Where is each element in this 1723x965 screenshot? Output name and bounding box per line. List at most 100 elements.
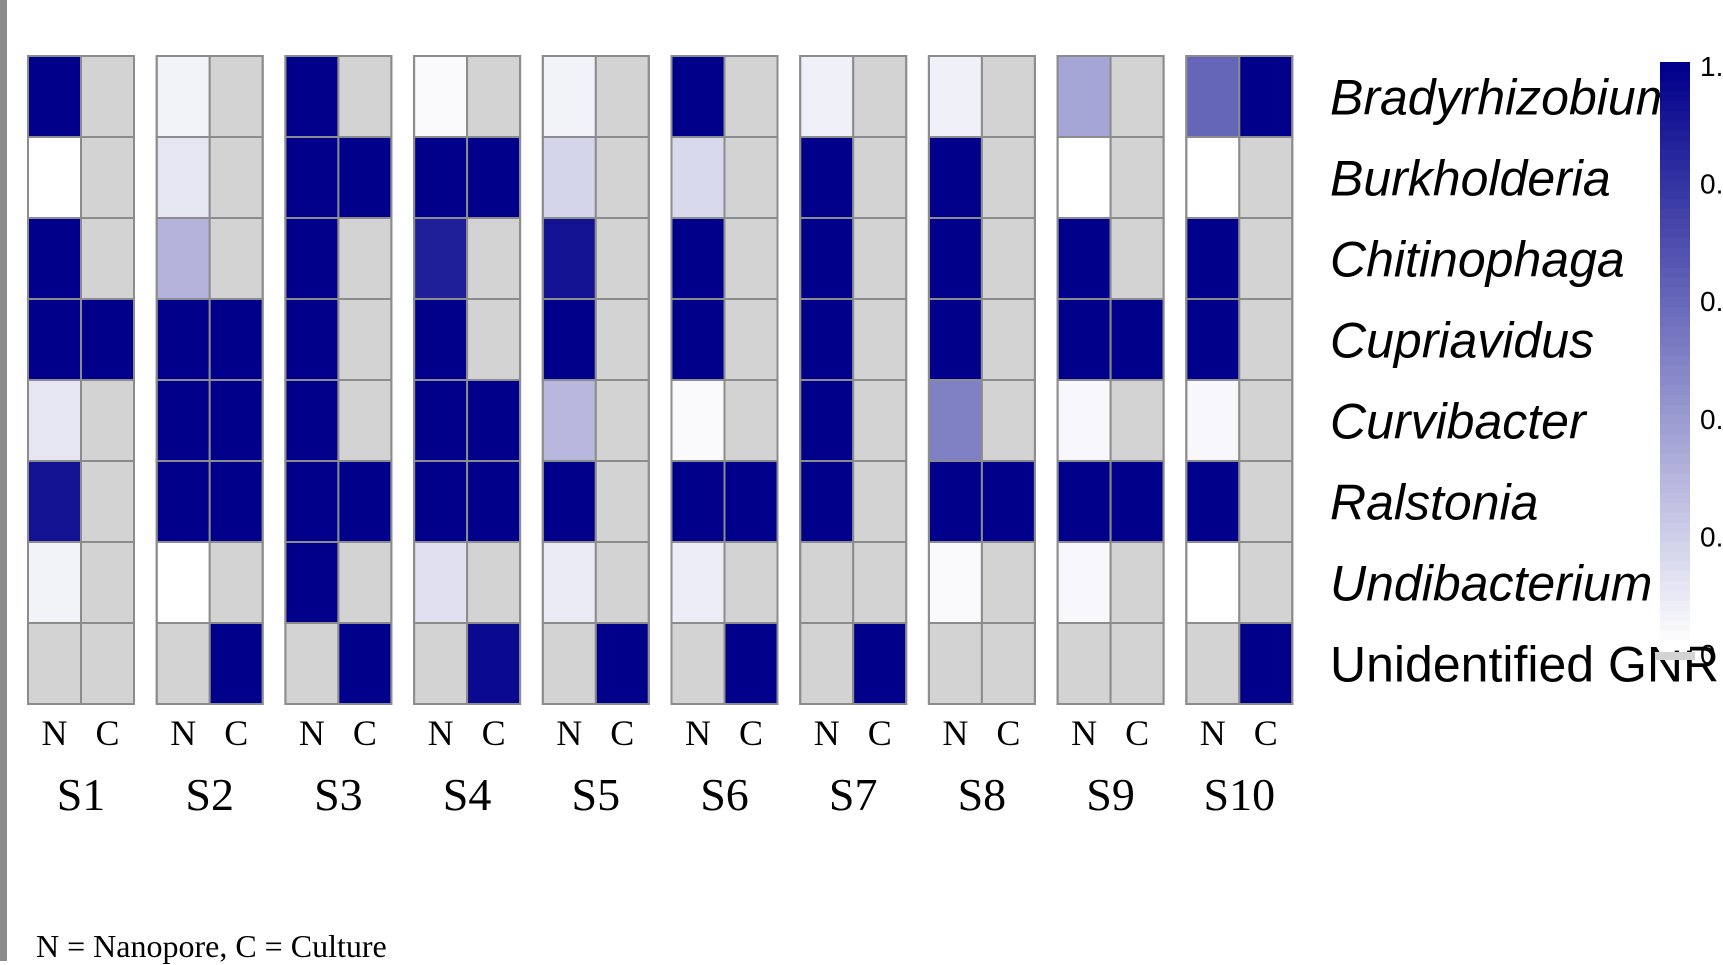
colorbar-segment (1660, 336, 1690, 347)
heatmap-cell-r5-s3-c (337, 379, 393, 462)
heatmap-cell-r6-s1-c (80, 460, 135, 543)
heatmap-cell-r2-s3-c (337, 136, 393, 219)
colorbar-segment (1660, 218, 1690, 230)
heatmap-cell-r4-s7-n (799, 298, 855, 381)
heatmap-cell-r8-s3-c (337, 622, 393, 705)
colorbar-segment (1660, 542, 1690, 553)
method-label-s5-c: C (610, 713, 634, 753)
heatmap-cell-r4-s10-n (1185, 298, 1241, 381)
heatmap-cell-r7-s5-n (541, 541, 597, 624)
sample-label-s4: S4 (443, 769, 492, 820)
heatmap-cell-r8-s7-c (852, 622, 908, 705)
heatmap-cell-r8-s2-c (208, 622, 264, 705)
colorbar-segment (1660, 512, 1690, 524)
heatmap-cell-r3-s4-n (413, 217, 469, 300)
heatmap-cell-r3-s7-n (799, 217, 855, 300)
colorbar-segment (1660, 610, 1690, 622)
sample-label-s10: S10 (1204, 769, 1276, 820)
heatmap-cell-r4-s5-n (541, 298, 597, 381)
heatmap-cell-r1-s4-n (413, 55, 469, 138)
heatmap-cell-r5-s9-n (1056, 379, 1112, 462)
genus-label-ralstonia: Ralstonia (1330, 475, 1538, 531)
heatmap-cell-r8-s9-c (1109, 622, 1165, 705)
method-label-s2-c: C (224, 713, 248, 753)
sample-label-s7: S7 (829, 769, 878, 820)
colorbar-segment (1660, 111, 1690, 122)
heatmap-cell-r6-s8-c (980, 460, 1036, 543)
heatmap-cell-r6-s3-c (337, 460, 393, 543)
heatmap-cell-r5-s8-n (927, 379, 983, 462)
heatmap-cell-r8-s3-n (284, 622, 340, 705)
sample-label-s3: S3 (314, 769, 363, 820)
heatmap-cell-r7-s4-n (413, 541, 469, 624)
colorbar-segment (1660, 493, 1690, 504)
colorbar-segment (1660, 463, 1690, 475)
heatmap-cell-r4-s6-n (670, 298, 726, 381)
colorbar-segment (1660, 228, 1690, 239)
method-label-s3-c: C (353, 713, 377, 753)
heatmap-cell-r7-s1-c (80, 541, 135, 624)
genus-label-curvibacter: Curvibacter (1330, 394, 1588, 450)
heatmap-cell-r8-s1-c (80, 622, 135, 705)
heatmap-cell-r6-s6-c (723, 460, 779, 543)
heatmap-cell-r3-s8-c (980, 217, 1036, 300)
sample-label-s2: S2 (185, 769, 234, 820)
heatmap-cell-r7-s7-n (799, 541, 855, 624)
heatmap-cell-r7-s3-n (284, 541, 340, 624)
heatmap-cell-r5-s4-c (466, 379, 522, 462)
heatmap-cell-r3-s9-c (1109, 217, 1165, 300)
sample-group-outline-s8 (927, 55, 1036, 705)
heatmap-cell-r4-s8-n (927, 298, 983, 381)
heatmap-cell-r4-s3-c (337, 298, 393, 381)
heatmap-cell-r4-s7-c (852, 298, 908, 381)
heatmap-cell-r3-s7-c (852, 217, 908, 300)
colorbar: 1. 0. 0. 0. 0. 0 (1655, 51, 1723, 670)
heatmap-cell-r8-s6-n (670, 622, 726, 705)
sample-labels: S1 S2 S3 S4 S5 S6 S7 S8 S9 S10 (57, 769, 1275, 820)
heatmap-cell-r8-s6-c (723, 622, 779, 705)
heatmap-cell-r6-s9-n (1056, 460, 1112, 543)
colorbar-segment (1660, 473, 1690, 484)
method-label-s7-n: N (814, 713, 840, 753)
colorbar-segment (1660, 238, 1690, 249)
heatmap-cell-r7-s8-c (980, 541, 1036, 624)
colorbar-segment (1660, 81, 1690, 92)
heatmap-cell-r4-s4-n (413, 298, 469, 381)
heatmap-cell-r2-s8-n (927, 136, 983, 219)
colorbar-segment (1660, 169, 1690, 181)
heatmap-cell-r5-s4-n (413, 379, 469, 462)
colorbar-segment (1660, 620, 1690, 631)
method-label-s10-c: C (1254, 713, 1278, 753)
colorbar-segment (1660, 640, 1690, 651)
left-frame-edge (0, 0, 7, 961)
colorbar-segment (1660, 307, 1690, 318)
colorbar-segment (1660, 189, 1690, 200)
heatmap-cell-r2-s10-n (1185, 136, 1241, 219)
heatmap-cell-r2-s3-n (284, 136, 340, 219)
heatmap-cell-r1-s10-c (1238, 55, 1294, 138)
heatmap-cell-r1-s9-c (1109, 55, 1165, 138)
heatmap-cell-r8-s4-n (413, 622, 469, 705)
heatmap-cell-r8-s8-n (927, 622, 983, 705)
colorbar-tick-label: 0. (1700, 521, 1723, 552)
colorbar-segment (1660, 209, 1690, 220)
genus-label-cupriavidus: Cupriavidus (1330, 313, 1594, 369)
heatmap-cell-r1-s8-c (980, 55, 1036, 138)
colorbar-tick-label: 0. (1700, 404, 1723, 435)
heatmap-cell-r8-s4-c (466, 622, 522, 705)
heatmap-cell-r1-s4-c (466, 55, 522, 138)
heatmap-cell-r8-s2-n (155, 622, 211, 705)
sample-group-outline-s10 (1185, 55, 1294, 705)
heatmap-cell-r2-s7-n (799, 136, 855, 219)
heatmap-cell-r3-s1-c (80, 217, 135, 300)
heatmap-cell-r8-s1-n (27, 622, 82, 705)
heatmap-cell-r7-s9-n (1056, 541, 1112, 624)
heatmap-cell-r7-s7-c (852, 541, 908, 624)
heatmap-cell-r6-s10-n (1185, 460, 1241, 543)
sample-group-outline-s6 (670, 55, 779, 705)
colorbar-segment (1660, 503, 1690, 514)
colorbar-segment (1660, 483, 1690, 494)
heatmap-cell-r4-s1-n (27, 298, 82, 381)
heatmap-cell-r8-s9-n (1056, 622, 1112, 705)
colorbar-segment (1660, 444, 1690, 455)
